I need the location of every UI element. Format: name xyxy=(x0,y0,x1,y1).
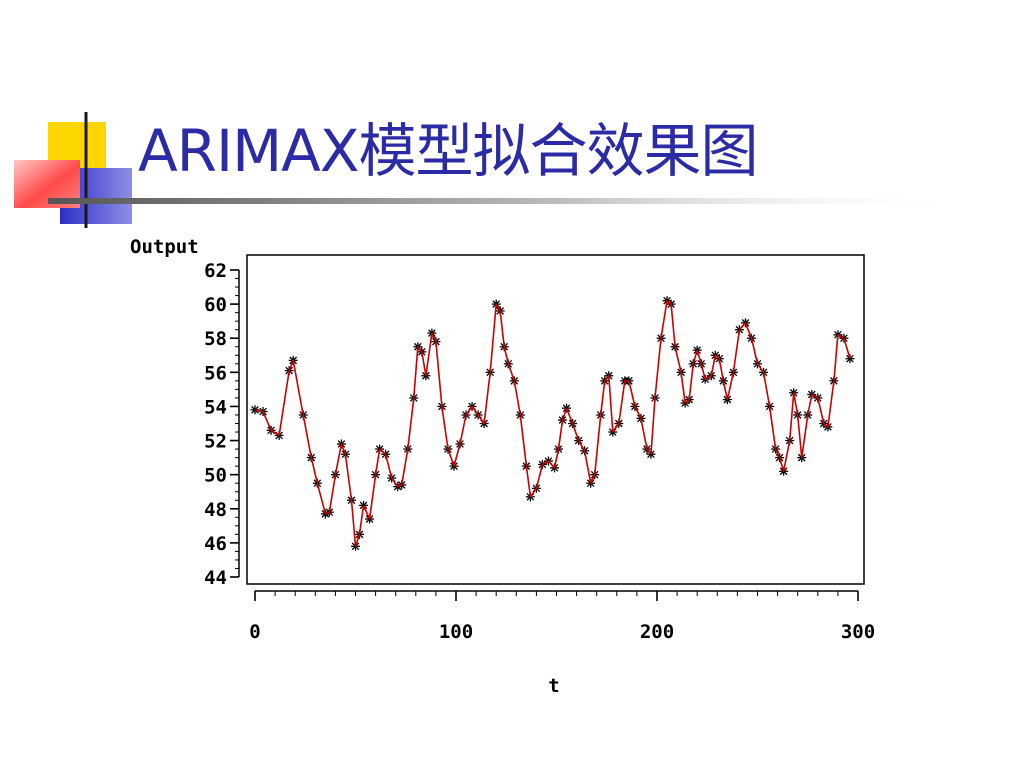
y-tick-label: 46 xyxy=(204,533,227,555)
slide-decoration xyxy=(14,112,968,228)
marker-stroke xyxy=(251,406,259,414)
y-axis: 44 46 48 50 52 54 56 58 60 62 xyxy=(204,260,240,589)
x-tick-label: 100 xyxy=(439,621,473,643)
x-tick-label: 0 xyxy=(249,621,260,643)
y-tick-label: 48 xyxy=(204,499,227,521)
x-tick-label: 200 xyxy=(640,621,674,643)
y-tick-label: 56 xyxy=(204,362,227,384)
y-tick-label: 44 xyxy=(204,567,227,589)
y-tick-label: 58 xyxy=(204,328,227,350)
y-tick-label: 62 xyxy=(204,260,227,282)
title-underline-rule xyxy=(48,198,968,204)
y-tick-label: 52 xyxy=(204,431,227,453)
plot-frame xyxy=(246,254,865,585)
observed-point-marker xyxy=(250,405,260,415)
y-tick-label: 60 xyxy=(204,294,227,316)
y-axis-title: Output xyxy=(130,236,199,258)
y-tick-label: 50 xyxy=(204,465,227,487)
slide-title: ARIMAX模型拟合效果图 xyxy=(138,117,759,185)
series-layer xyxy=(250,296,855,551)
y-tick-label: 54 xyxy=(204,396,227,418)
x-axis: 0 100 200 300 xyxy=(249,590,875,643)
fitted-line xyxy=(254,299,851,548)
x-axis-title: t xyxy=(548,675,559,697)
x-tick-label: 300 xyxy=(841,621,875,643)
